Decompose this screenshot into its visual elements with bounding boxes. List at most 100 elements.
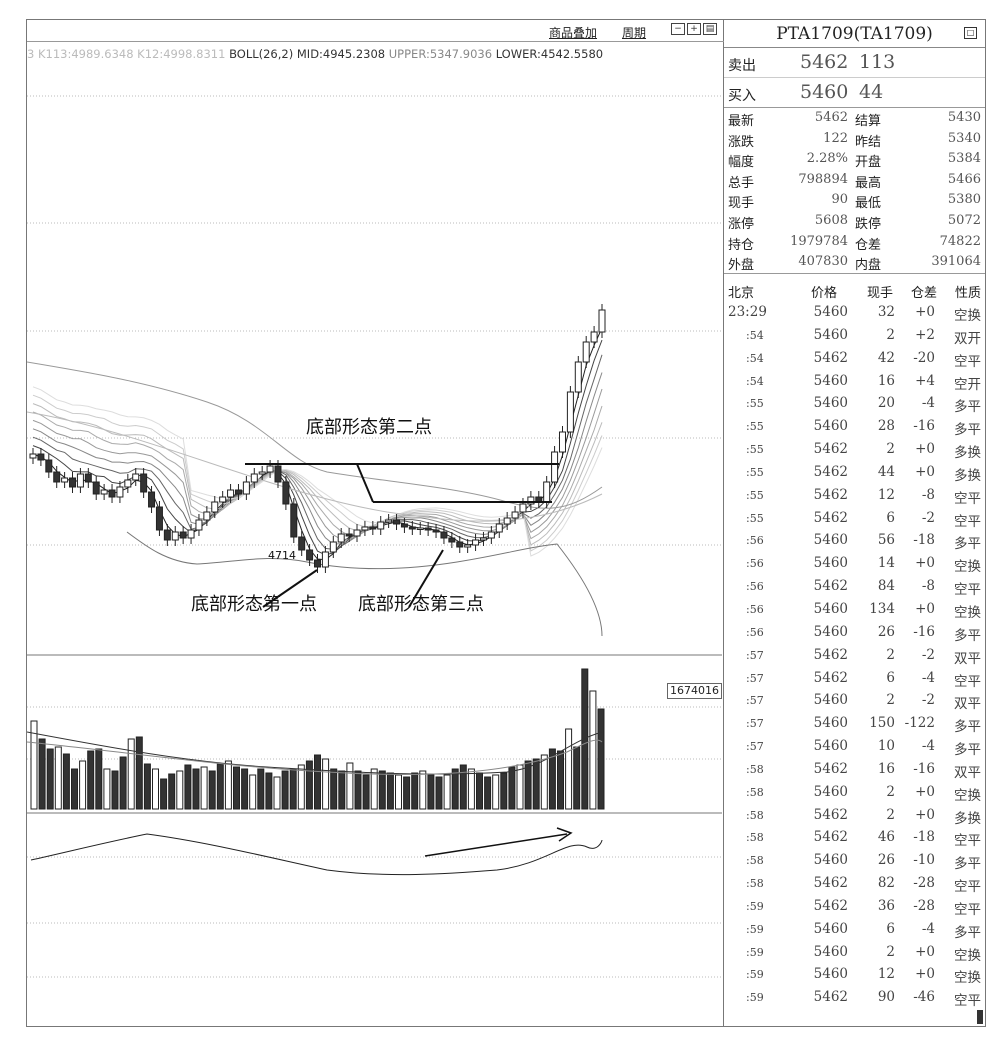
candle-body <box>448 537 456 543</box>
tick-row: :57 5460 150 -122 多平 <box>724 712 985 735</box>
tick-row: :55 5462 44 +0 多换 <box>724 461 985 484</box>
tick-nature: 双平 <box>954 650 981 667</box>
candle-body <box>574 361 582 393</box>
tick-price: 5462 <box>813 829 848 846</box>
tick-volume: 16 <box>877 760 895 777</box>
tick-row: :57 5460 2 -2 双平 <box>724 689 985 712</box>
tick-row: :54 5462 42 -20 空平 <box>724 347 985 370</box>
tick-header: 北京 价格 现手 仓差 性质 <box>724 279 985 301</box>
tick-row: :54 5460 2 +2 双开 <box>724 324 985 347</box>
tick-header-vol: 现手 <box>866 286 893 301</box>
zoom-out-icon[interactable]: − <box>671 23 685 35</box>
tick-time: :57 <box>746 740 764 754</box>
trend-arrow-head <box>556 827 573 842</box>
tick-time: :58 <box>746 877 764 891</box>
tick-row: :57 5460 10 -4 多平 <box>724 735 985 758</box>
pointer-third <box>408 549 444 608</box>
kline-chart[interactable] <box>27 42 722 1026</box>
volume-bar <box>540 754 548 810</box>
volume-bar <box>297 764 305 810</box>
annotation-lines <box>245 463 559 608</box>
tick-volume: 82 <box>877 875 895 892</box>
tick-oi-change: -8 <box>921 486 935 503</box>
tick-price: 5460 <box>813 372 848 389</box>
volume-bar <box>492 774 500 810</box>
candle-body <box>543 481 551 503</box>
stat-label: 仓差 <box>855 237 882 253</box>
volume-ma <box>27 731 603 775</box>
tick-row: 23:29 5460 32 +0 空换 <box>724 301 985 324</box>
stat-value: 90 <box>831 192 848 208</box>
tick-nature: 空换 <box>954 559 981 576</box>
boll-label: BOLL(26,2) <box>229 47 294 61</box>
restore-window-icon[interactable]: □ <box>964 27 977 39</box>
tick-price: 5462 <box>813 806 848 823</box>
period-button[interactable]: 周期 <box>622 26 647 40</box>
volume-bar <box>451 768 459 810</box>
candle-body <box>84 473 92 483</box>
tick-volume: 16 <box>877 372 895 389</box>
volume-bar <box>87 750 95 810</box>
chart-toolbar: 商品叠加 周期 − + ▤ <box>27 20 724 42</box>
stat-row: 持仓 1979784 仓差 74822 <box>724 232 985 253</box>
volume-bar <box>143 763 151 810</box>
stat-label: 最低 <box>855 196 882 212</box>
indicator-readout: 3 K113:4989.6348 K12:4998.8311 BOLL(26,2… <box>27 47 603 61</box>
zoom-in-icon[interactable]: + <box>687 23 701 35</box>
tick-row: :59 5460 2 +0 空换 <box>724 941 985 964</box>
stat-label: 涨停 <box>728 216 755 232</box>
scrollbar-thumb[interactable] <box>977 1010 983 1024</box>
candle-body <box>353 529 361 537</box>
layout-icon[interactable]: ▤ <box>703 23 717 35</box>
quote-panel: PTA1709(TA1709) □ 卖出 5462 113 买入 5460 44… <box>724 20 985 1026</box>
tick-time: :55 <box>746 397 764 411</box>
volume-value-label: 1674016 <box>667 683 722 699</box>
oscillator-line <box>30 833 603 876</box>
tick-time: :58 <box>746 785 764 799</box>
volume-bar <box>427 774 435 810</box>
tick-time: :54 <box>746 328 764 342</box>
tick-price: 5460 <box>813 555 848 572</box>
tick-list[interactable]: 23:29 5460 32 +0 空换:54 5460 2 +2 双开:54 5462 42 -20 空… <box>724 301 985 1009</box>
tick-row: :56 5462 84 -8 空平 <box>724 575 985 598</box>
tick-oi-change: -20 <box>913 349 935 366</box>
buy-label: 买入 <box>728 88 756 104</box>
buy-volume: 44 <box>859 81 884 103</box>
tick-oi-change: -16 <box>913 418 935 435</box>
tick-volume: 2 <box>886 441 895 458</box>
tick-nature: 空平 <box>954 673 981 690</box>
tick-oi-change: +0 <box>915 441 935 458</box>
stat-label: 涨跌 <box>728 134 755 150</box>
volume-bar <box>241 768 249 810</box>
tick-volume: 28 <box>877 418 895 435</box>
tick-time: :58 <box>746 854 764 868</box>
candlesticks <box>29 304 606 573</box>
tick-nature: 空换 <box>954 787 981 804</box>
tick-row: :56 5460 134 +0 空换 <box>724 598 985 621</box>
tick-price: 5462 <box>813 441 848 458</box>
stat-value: 798894 <box>798 171 848 187</box>
tick-nature: 空换 <box>954 970 981 987</box>
tick-price: 5460 <box>813 852 848 869</box>
candle-body <box>582 341 590 363</box>
faded-indicator-text: 3 K113:4989.6348 K12:4998.8311 <box>27 47 226 61</box>
volume-bar <box>524 760 532 810</box>
candle-body <box>29 453 37 459</box>
overlay-button[interactable]: 商品叠加 <box>549 26 598 40</box>
tick-price: 5460 <box>813 783 848 800</box>
tick-row: :57 5462 6 -4 空平 <box>724 667 985 690</box>
sell-label: 卖出 <box>728 58 756 74</box>
tick-volume: 20 <box>877 395 895 412</box>
tick-time: :58 <box>746 762 764 776</box>
candle-body <box>464 544 472 548</box>
tick-oi-change: +0 <box>915 555 935 572</box>
volume-bar <box>38 738 46 810</box>
volume-bar <box>435 776 443 810</box>
sell-row: 卖出 5462 113 <box>724 48 985 78</box>
tick-oi-change: +0 <box>915 783 935 800</box>
tick-time: :56 <box>746 602 764 616</box>
volume-ma-slow <box>27 739 603 775</box>
tick-row: :59 5462 90 -46 空平 <box>724 986 985 1009</box>
candle-body <box>329 541 337 553</box>
chart-panel[interactable]: 商品叠加 周期 − + ▤ 3 K113:4989.6348 K12:4998.… <box>27 20 724 1026</box>
